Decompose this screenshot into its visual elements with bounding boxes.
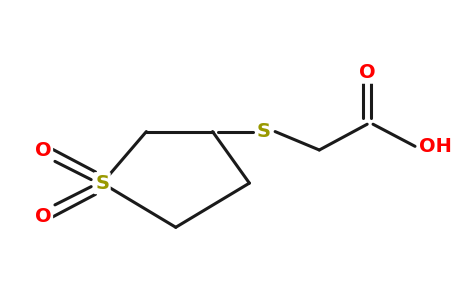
Text: OH: OH xyxy=(419,137,451,156)
Text: S: S xyxy=(257,122,271,141)
Text: O: O xyxy=(35,140,51,160)
Text: O: O xyxy=(35,207,51,226)
Text: S: S xyxy=(95,174,109,193)
Text: O: O xyxy=(359,63,375,82)
